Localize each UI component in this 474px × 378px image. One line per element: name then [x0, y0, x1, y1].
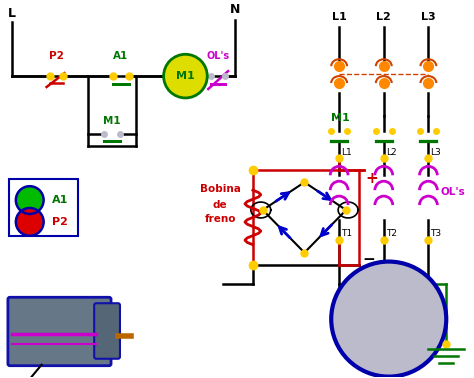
Text: L2: L2 — [386, 148, 396, 157]
Text: P2: P2 — [52, 217, 67, 227]
Text: +: + — [365, 171, 378, 186]
Text: T1: T1 — [341, 229, 352, 238]
Text: M1: M1 — [331, 113, 350, 123]
Text: L: L — [8, 7, 16, 20]
FancyBboxPatch shape — [8, 297, 111, 366]
Text: L3: L3 — [430, 148, 441, 157]
Circle shape — [16, 186, 44, 214]
Text: L1: L1 — [341, 148, 352, 157]
Text: N: N — [230, 3, 240, 16]
Text: T2: T2 — [386, 229, 397, 238]
Text: L3: L3 — [421, 12, 436, 22]
Text: OL's: OL's — [440, 187, 465, 197]
Text: L1: L1 — [332, 12, 346, 22]
Text: Bobina: Bobina — [200, 184, 241, 194]
Text: M1: M1 — [103, 116, 121, 126]
Text: L2: L2 — [376, 12, 391, 22]
Text: de: de — [213, 200, 228, 210]
Text: OL's: OL's — [207, 51, 230, 61]
Text: P2: P2 — [49, 51, 64, 61]
Text: freno: freno — [204, 214, 236, 224]
Text: A1: A1 — [52, 195, 68, 205]
Text: M1: M1 — [176, 71, 195, 81]
Text: −: − — [362, 252, 375, 267]
Text: A1: A1 — [113, 51, 128, 61]
Circle shape — [16, 208, 44, 236]
Circle shape — [164, 54, 207, 98]
Circle shape — [331, 262, 446, 376]
FancyBboxPatch shape — [9, 179, 78, 236]
FancyBboxPatch shape — [94, 303, 120, 359]
Text: T3: T3 — [430, 229, 441, 238]
